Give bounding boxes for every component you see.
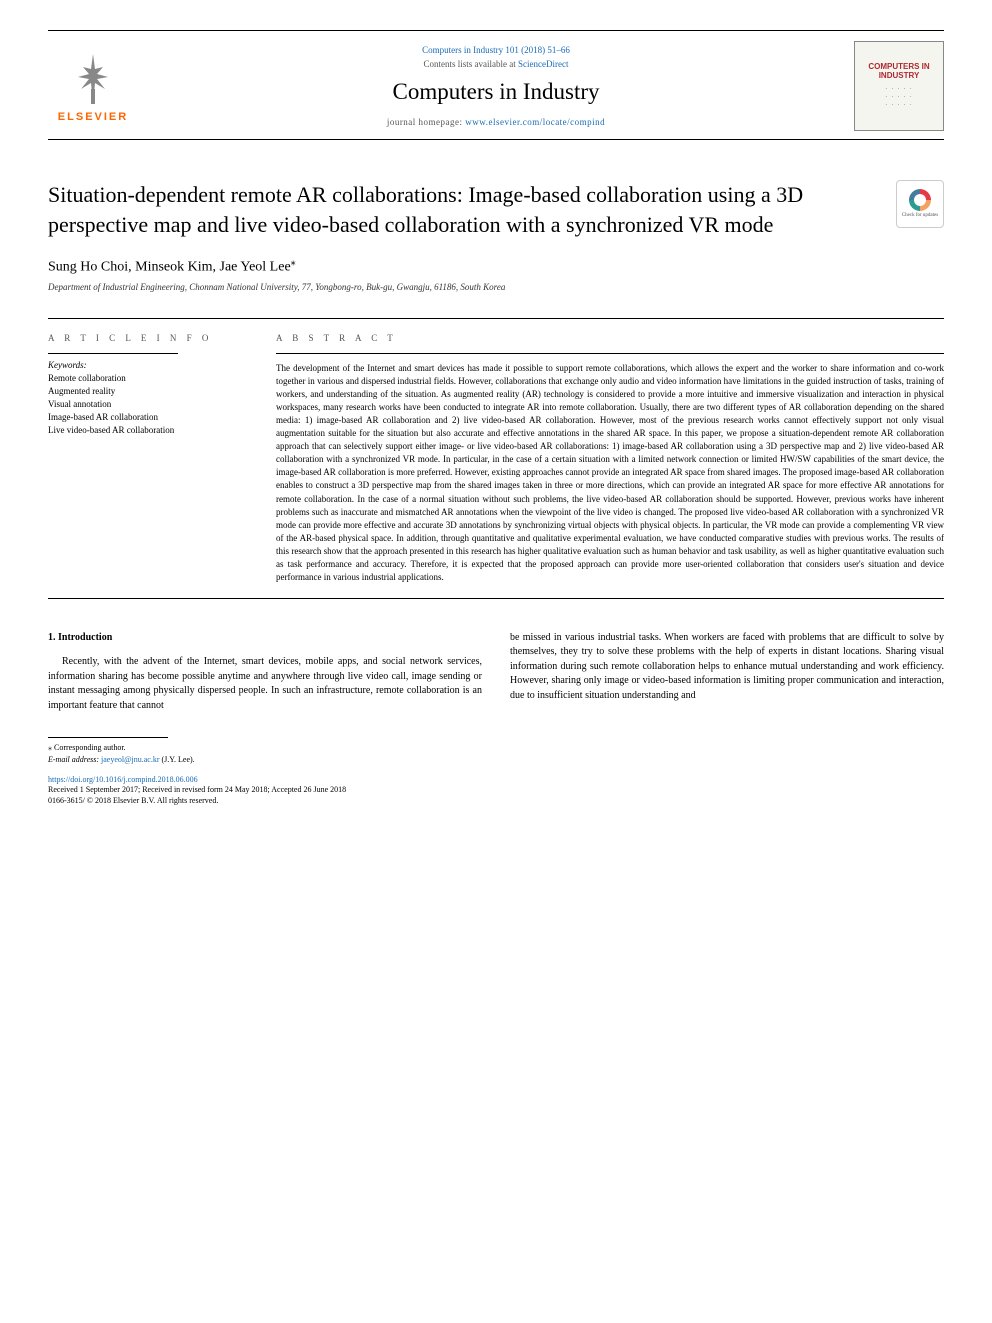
intro-heading: 1. Introduction <box>48 631 482 646</box>
journal-citation-link[interactable]: Computers in Industry 101 (2018) 51–66 <box>422 45 570 55</box>
keyword-item: Image-based AR collaboration <box>48 411 248 424</box>
intro-para-1: Recently, with the advent of the Interne… <box>48 655 482 713</box>
journal-homepage-line: journal homepage: www.elsevier.com/locat… <box>138 117 854 127</box>
authors-line: Sung Ho Choi, Minseok Kim, Jae Yeol Lee⁎ <box>48 257 944 276</box>
check-updates-badge[interactable]: Check for updates <box>896 180 944 228</box>
email-label: E-mail address: <box>48 755 101 764</box>
body-col-left: 1. Introduction Recently, with the adven… <box>48 631 482 714</box>
publisher-name: ELSEVIER <box>58 111 128 123</box>
article-info-col: A R T I C L E I N F O Keywords: Remote c… <box>48 333 248 584</box>
sciencedirect-link[interactable]: ScienceDirect <box>518 59 568 69</box>
email-who: (J.Y. Lee). <box>159 755 194 764</box>
keywords-rule <box>48 353 178 354</box>
email-link[interactable]: jaeyeol@jnu.ac.kr <box>101 755 159 764</box>
intro-para-2: be missed in various industrial tasks. W… <box>510 631 944 704</box>
footnote-rule <box>48 737 168 738</box>
crossmark-icon <box>909 189 931 211</box>
cover-dots-icon: · · · · ·· · · · ·· · · · · <box>885 85 913 109</box>
corr-marker: ⁎ <box>291 257 296 268</box>
contents-pre: Contents lists available at <box>424 59 518 69</box>
title-block: Situation-dependent remote AR collaborat… <box>48 180 944 239</box>
abstract-rule <box>276 353 944 354</box>
publisher-logo-block: ELSEVIER <box>48 49 138 123</box>
info-abstract-block: A R T I C L E I N F O Keywords: Remote c… <box>48 318 944 599</box>
cover-title: COMPUTERS IN INDUSTRY <box>855 63 943 81</box>
keyword-item: Live video-based AR collaboration <box>48 424 248 437</box>
journal-name: Computers in Industry <box>138 79 854 105</box>
corr-label: ⁎ Corresponding author. <box>48 743 126 752</box>
homepage-pre: journal homepage: <box>387 117 465 127</box>
journal-citation: Computers in Industry 101 (2018) 51–66 <box>138 45 854 55</box>
corresponding-author-note: ⁎ Corresponding author. E-mail address: … <box>48 742 944 764</box>
body-col-right: be missed in various industrial tasks. W… <box>510 631 944 714</box>
body-columns: 1. Introduction Recently, with the adven… <box>48 631 944 714</box>
article-info-heading: A R T I C L E I N F O <box>48 333 248 343</box>
abstract-text: The development of the Internet and smar… <box>276 362 944 584</box>
header-center: Computers in Industry 101 (2018) 51–66 C… <box>138 45 854 127</box>
abstract-col: A B S T R A C T The development of the I… <box>276 333 944 584</box>
article-title: Situation-dependent remote AR collaborat… <box>48 180 848 239</box>
authors: Sung Ho Choi, Minseok Kim, Jae Yeol Lee <box>48 260 291 275</box>
contents-listing: Contents lists available at ScienceDirec… <box>138 59 854 69</box>
history-line-2: 0166-3615/ © 2018 Elsevier B.V. All righ… <box>48 795 944 806</box>
history-line-1: Received 1 September 2017; Received in r… <box>48 784 944 795</box>
keywords-label: Keywords: <box>48 360 248 370</box>
keyword-item: Augmented reality <box>48 385 248 398</box>
doi-link[interactable]: https://doi.org/10.1016/j.compind.2018.0… <box>48 775 198 784</box>
homepage-link[interactable]: www.elsevier.com/locate/compind <box>465 117 605 127</box>
keyword-item: Visual annotation <box>48 398 248 411</box>
journal-header: ELSEVIER Computers in Industry 101 (2018… <box>48 30 944 140</box>
check-updates-label: Check for updates <box>902 213 938 219</box>
affiliation: Department of Industrial Engineering, Ch… <box>48 282 944 292</box>
abstract-heading: A B S T R A C T <box>276 333 944 343</box>
keyword-item: Remote collaboration <box>48 372 248 385</box>
elsevier-tree-icon <box>63 49 123 109</box>
doi-line: https://doi.org/10.1016/j.compind.2018.0… <box>48 775 944 784</box>
journal-cover-thumb: COMPUTERS IN INDUSTRY · · · · ·· · · · ·… <box>854 41 944 131</box>
